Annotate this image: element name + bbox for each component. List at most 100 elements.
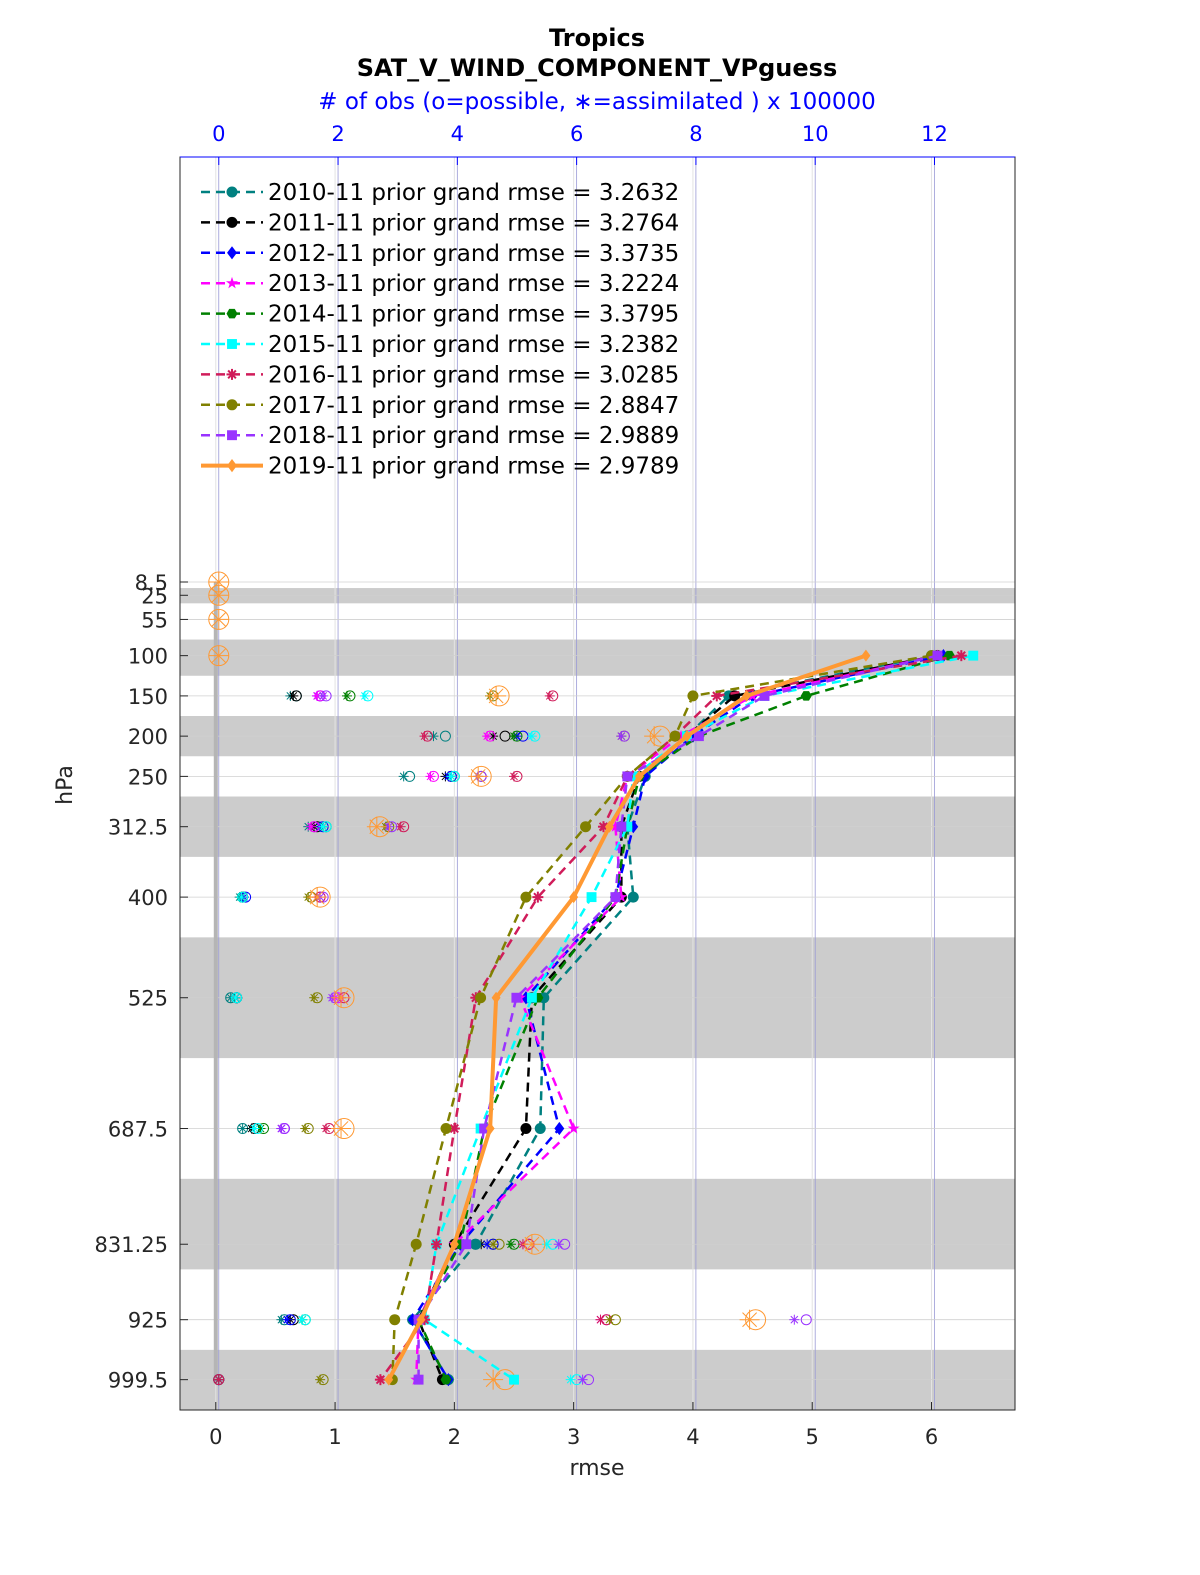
series-point (742, 689, 752, 702)
shaded-band (180, 639, 1015, 676)
obs-possible-marker (800, 1314, 812, 1326)
obs-assimilated-marker (483, 1369, 504, 1390)
obs-assimilated-marker (428, 731, 439, 742)
marker-square (526, 992, 537, 1003)
marker-hexagon (440, 1374, 452, 1385)
series-point (479, 1123, 490, 1134)
legend-label: 2017-11 prior grand rmse = 2.8847 (268, 393, 679, 419)
obs-assimilated-marker (425, 771, 436, 782)
x-tick-label: 3 (567, 1425, 580, 1449)
obs-assimilated-marker (739, 1309, 760, 1330)
obs-assimilated-marker (312, 690, 323, 701)
obs-assimilated-stroke (238, 1124, 247, 1133)
obs-assimilated-stroke (301, 1124, 310, 1133)
obs-assimilated-stroke (429, 732, 438, 741)
marker-circle (389, 1314, 401, 1326)
series-point (491, 991, 501, 1004)
marker-square (586, 892, 597, 903)
y-tick-label: 925 (128, 1309, 168, 1333)
obs-assimilated-stroke (596, 1315, 605, 1324)
obs-assimilated-stroke (211, 612, 227, 627)
obs-assimilated-marker (236, 892, 247, 903)
marker-circle (627, 891, 639, 903)
obs-assimilated-marker (276, 1123, 287, 1134)
marker-square (622, 821, 633, 832)
x-tick-label: 2 (448, 1425, 461, 1449)
y-tick-label: 525 (128, 987, 168, 1011)
obs-assimilated-marker (521, 1234, 542, 1255)
obs-assimilated-marker (321, 1123, 332, 1134)
marker-square (759, 690, 770, 701)
series-point (470, 1238, 482, 1250)
obs-assimilated-stroke (231, 993, 240, 1002)
obs-assimilated-stroke (369, 819, 385, 835)
shaded-band (180, 1178, 1015, 1270)
x-tick-label: 4 (686, 1425, 699, 1449)
obs-assimilated-marker (553, 1239, 564, 1250)
series-point (687, 690, 699, 702)
marker-square (693, 731, 704, 742)
marker-diamond (485, 1122, 495, 1135)
series-point (430, 1238, 442, 1250)
marker-diamond (491, 991, 501, 1004)
marker-circle (226, 399, 238, 411)
obs-assimilated-marker (249, 1123, 260, 1134)
marker-diamond (640, 769, 651, 783)
obs-assimilated-stroke (277, 1124, 286, 1133)
series-point (532, 891, 544, 903)
obs-assimilated-stroke (309, 889, 325, 905)
obs-assimilated-stroke (307, 822, 316, 831)
series-point (674, 729, 688, 742)
obs-assimilated-stroke (483, 1240, 492, 1249)
obs-assimilated-marker (482, 1239, 493, 1250)
obs-assimilated-stroke (790, 1315, 799, 1324)
obs-assimilated-stroke (524, 1236, 540, 1252)
marker-asterisk-stroke (431, 1239, 442, 1249)
obs-assimilated-stroke (470, 768, 486, 784)
obs-assimilated-marker (446, 771, 457, 782)
legend-marker (225, 276, 239, 289)
marker-square (227, 430, 237, 441)
series-point (610, 892, 621, 903)
obs-assimilated-stroke (277, 1315, 286, 1324)
series-point (955, 650, 967, 662)
y-tick-label: 250 (128, 765, 168, 789)
series-point (586, 892, 597, 903)
series-point (526, 992, 537, 1003)
shaded-band (180, 588, 1015, 604)
obs-assimilated-marker (577, 1374, 588, 1385)
marker-square (968, 650, 979, 661)
series-point (669, 730, 681, 742)
legend-marker (226, 308, 238, 319)
series-point (440, 1374, 452, 1385)
obs-assimilated-stroke (361, 692, 369, 700)
legend: 2010-11 prior grand rmse = 3.2632 2011-11… (201, 180, 679, 480)
series-point (628, 820, 639, 834)
y-tick-label: 687.5 (108, 1118, 168, 1142)
marker-asterisk-stroke (533, 892, 543, 902)
obs-assimilated-stroke (289, 692, 298, 700)
obs-assimilated-marker (318, 821, 329, 832)
marker-square (227, 339, 237, 349)
series-lines (374, 649, 979, 1387)
obs-assimilated-marker (565, 1374, 576, 1385)
obs-assimilated-stroke (646, 728, 662, 744)
series-point (604, 820, 614, 833)
legend-label: 2014-11 prior grand rmse = 3.3795 (268, 302, 679, 328)
obs-assimilated-marker (300, 1123, 311, 1134)
series-point (511, 992, 522, 1003)
x-tick-label: 1 (328, 1425, 341, 1449)
obs-assimilated-marker (468, 766, 489, 787)
obs-assimilated-marker (315, 1374, 326, 1385)
obs-assimilated-stroke (420, 732, 429, 741)
legend-label: 2015-11 prior grand rmse = 3.2382 (268, 332, 679, 358)
series-line (411, 654, 932, 1381)
obs-assimilated-marker (309, 992, 320, 1003)
marker-diamond (861, 649, 871, 662)
obs-assimilated-stroke (396, 822, 405, 831)
marker-diamond (604, 820, 614, 833)
obs-assimilated-marker (297, 1314, 308, 1325)
series-point (968, 650, 979, 661)
